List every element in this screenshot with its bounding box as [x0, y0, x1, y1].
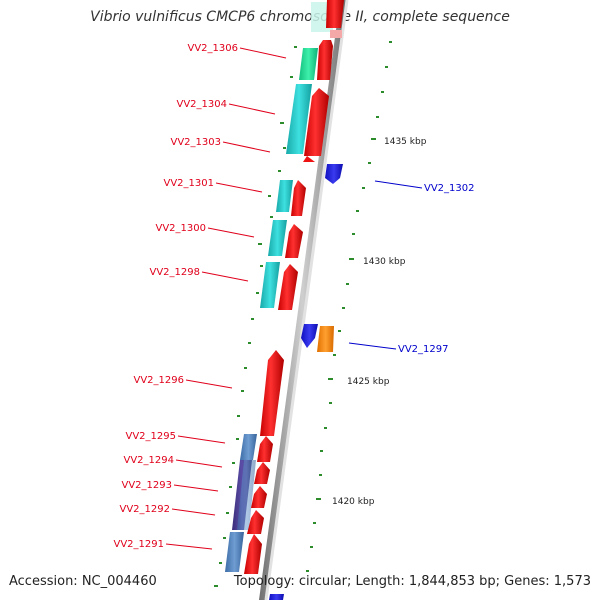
cds-arrow-vv2-1298: [278, 264, 298, 310]
gene-block-top-pink: [330, 30, 342, 38]
gene-label-vv2-1296[interactable]: VV2_1296: [134, 375, 185, 386]
cds-arrow-vv2-1295: [257, 436, 273, 462]
cds-arrow-vv2-1292: [247, 510, 264, 534]
chromosome-backbone: [259, 0, 346, 600]
cds-arrow-top: [326, 0, 344, 28]
map-title: Vibrio vulnificus CMCP6 chromosome II, c…: [90, 9, 510, 25]
cds-arrow-vv2-1301: [291, 180, 306, 216]
topology-text: Topology: circular; Length: 1,844,853 bp…: [233, 574, 591, 589]
cds-arrow-vv2-1293: [251, 486, 267, 508]
gene-label-vv2-1298[interactable]: VV2_1298: [150, 267, 201, 278]
cds-arrow-vv2-1306: [317, 40, 333, 80]
gene-label-vv2-1302[interactable]: VV2_1302: [424, 183, 475, 194]
gene-label-vv2-1306[interactable]: VV2_1306: [188, 43, 239, 54]
gene-label-vv2-1291[interactable]: VV2_1291: [114, 539, 165, 550]
cds-arrow-vv2-1304: [304, 88, 329, 156]
gene-vv2-1306: [299, 48, 318, 80]
cds-arrow-vv2-1296: [260, 350, 284, 436]
gene-vv2-1297: [317, 326, 334, 352]
scale-label-1430: 1430 kbp: [363, 257, 406, 267]
scale-label-1420: 1420 kbp: [332, 497, 375, 507]
gene-vv2-1291: [225, 532, 244, 572]
accession-text: Accession: NC_004460: [9, 574, 157, 589]
scale-label-1435: 1435 kbp: [384, 137, 427, 147]
gene-vv2-1302: [325, 164, 343, 184]
gene-vv2-1304: [286, 84, 312, 154]
gene-label-vv2-1292[interactable]: VV2_1292: [120, 504, 171, 515]
gene-label-vv2-1295[interactable]: VV2_1295: [126, 431, 177, 442]
gene-label-vv2-1300[interactable]: VV2_1300: [156, 223, 207, 234]
right-callout-lines: [348, 180, 423, 350]
left-callout-lines: [165, 47, 287, 550]
cds-arrow-vv2-1303: [303, 156, 315, 162]
inner-ruler-ticks: [214, 46, 297, 587]
right-gene-label-group: VV2_1302 VV2_1297: [398, 183, 475, 355]
gene-label-vv2-1294[interactable]: VV2_1294: [124, 455, 175, 466]
outer-ruler-ticks: [306, 41, 392, 572]
gene-label-vv2-1301[interactable]: VV2_1301: [164, 178, 215, 189]
backbone-shadow: [264, 0, 349, 600]
gene-label-vv2-1297[interactable]: VV2_1297: [398, 344, 449, 355]
cds-arrow-vv2-1294: [254, 462, 270, 484]
gene-vv2-1293-steel: [237, 460, 256, 530]
gene-vv2-1297-reverse: [301, 324, 318, 348]
gene-vv2-1301: [276, 180, 293, 212]
gene-label-vv2-1303[interactable]: VV2_1303: [171, 137, 222, 148]
scale-label-1425: 1425 kbp: [347, 377, 390, 387]
gene-vv2-1300: [268, 220, 287, 256]
gene-bottom-reverse: [269, 594, 284, 600]
gene-label-vv2-1293[interactable]: VV2_1293: [122, 480, 173, 491]
gene-label-vv2-1304[interactable]: VV2_1304: [177, 99, 228, 110]
cds-arrow-vv2-1300: [285, 224, 303, 258]
gene-vv2-1295: [240, 434, 257, 460]
cds-arrow-vv2-1291: [244, 534, 262, 574]
left-gene-label-group: VV2_1306 VV2_1304 VV2_1303 VV2_1301 VV2_…: [114, 43, 239, 550]
gene-vv2-1298: [260, 262, 280, 308]
